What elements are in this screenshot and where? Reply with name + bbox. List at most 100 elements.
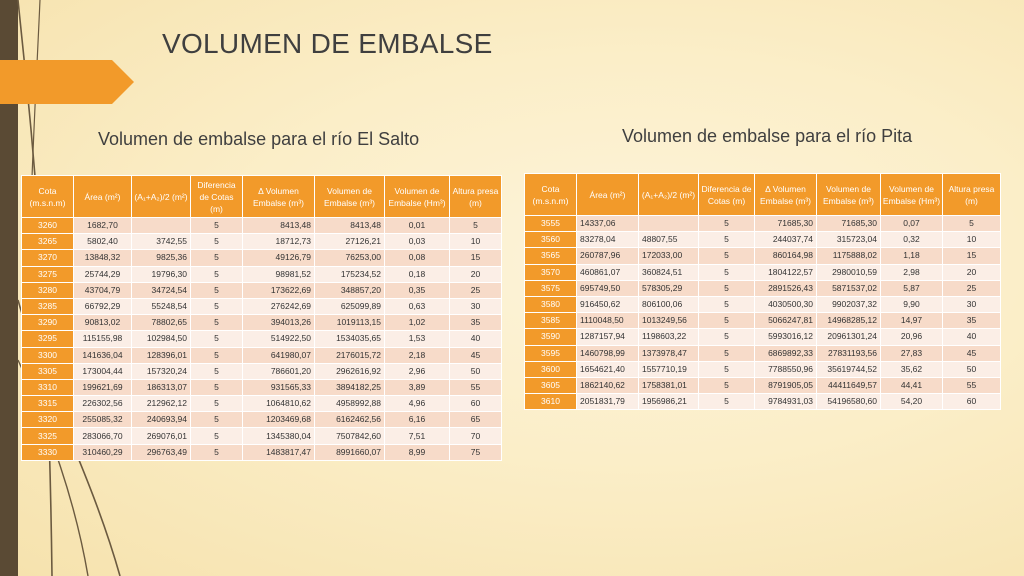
table-cell: 8413,48 [314,216,385,235]
table-cell: 44411649,57 [816,376,881,395]
table-el-salto: Cota (m.s.n.m) Área (m²) (A₁+A₂)/2 (m²) Dif… [21,175,502,461]
row-key-cell: 3575 [524,279,577,297]
table-cell: 3742,55 [131,233,191,251]
table-cell: 35 [449,314,502,332]
table-cell: 5 [190,378,243,397]
table-cell: 806100,06 [638,295,699,314]
column-header: Volumen de Embalse (Hm³) [384,175,450,218]
row-key-cell: 3295 [21,330,74,348]
table-cell [131,216,191,235]
table-cell: 5 [698,360,755,378]
table-cell: 283066,70 [73,427,132,445]
table-cell: 55 [449,378,502,397]
table-cell: 141636,04 [73,346,132,364]
table-cell: 60 [942,393,1001,411]
table-cell: 76253,00 [314,249,385,267]
table-row: 3300 141636,04 128396,01 5 641980,07 2176015,… [21,346,502,364]
table-cell: 1,02 [384,314,450,332]
table-cell: 1,53 [384,330,450,348]
column-header: Diferencia de Cotas (m) [190,175,243,218]
table-cell: 1287157,94 [576,328,639,346]
table-cell: 3894182,25 [314,378,385,397]
table-cell: 173004,44 [73,362,132,380]
table-cell: 0,07 [880,214,943,233]
table-cell: 55248,54 [131,297,191,316]
row-key-cell: 3320 [21,411,74,429]
table-cell: 695749,50 [576,279,639,297]
table-cell: 1019113,15 [314,314,385,332]
table-cell: 0,01 [384,216,450,235]
row-key-cell: 3310 [21,378,74,397]
table-cell: 8,99 [384,443,450,461]
table-cell: 255085,32 [73,411,132,429]
table-cell: 27831193,56 [816,344,881,362]
table-cell: 10 [449,233,502,251]
table-cell: 13848,32 [73,249,132,267]
table-cell: 7,51 [384,427,450,445]
row-key-cell: 3585 [524,312,577,330]
table-cell: 5 [449,216,502,235]
table-row: 3580 916450,62 806100,06 5 4030500,30 9902037… [524,295,1001,314]
column-header: Volumen de Embalse (m³) [314,175,385,218]
table-cell: 1460798,99 [576,344,639,362]
table-cell: 5066247,81 [754,312,817,330]
table-row: 3295 115155,98 102984,50 5 514922,50 1534035,… [21,330,502,348]
row-key-cell: 3565 [524,247,577,265]
column-header: (A₁+A₂)/2 (m²) [638,173,699,216]
table-cell: 315723,04 [816,231,881,249]
table-cell: 25 [942,279,1001,297]
table-row: 3315 226302,56 212962,12 5 1064810,62 4958992… [21,395,502,413]
column-header: Δ Volumen Embalse (m³) [754,173,817,216]
table-row: 3320 255085,32 240693,94 5 1203469,68 6162462… [21,411,502,429]
table-cell: 7507842,60 [314,427,385,445]
table-cell: 71685,30 [816,214,881,233]
table-cell: 48807,55 [638,231,699,249]
table-cell: 25 [449,281,502,299]
table-cell: 5 [698,295,755,314]
table-cell: 916450,62 [576,295,639,314]
table-cell: 20 [449,265,502,283]
table-cell: 1345380,04 [242,427,315,445]
table-cell: 5 [698,231,755,249]
row-key-cell: 3300 [21,346,74,364]
table-cell: 8791905,05 [754,376,817,395]
row-key-cell: 3580 [524,295,577,314]
table-row: 3330 310460,29 296763,49 5 1483817,47 8991660… [21,443,502,461]
table-cell: 0,08 [384,249,450,267]
table-cell: 5871537,02 [816,279,881,297]
table-cell: 9784931,03 [754,393,817,411]
table-row: 3595 1460798,99 1373978,47 5 6869892,33 27831… [524,344,1001,362]
table-cell: 34724,54 [131,281,191,299]
table-cell: 5 [698,312,755,330]
row-key-cell: 3570 [524,263,577,281]
table-cell: 1198603,22 [638,328,699,346]
table-cell: 514922,50 [242,330,315,348]
table-row: 3280 43704,79 34724,54 5 173622,69 348857,20 0… [21,281,502,299]
table-cell: 2,98 [880,263,943,281]
table-cell: 115155,98 [73,330,132,348]
row-key-cell: 3605 [524,376,577,395]
table-cell: 5 [190,330,243,348]
row-key-cell: 3315 [21,395,74,413]
table-cell: 5 [698,393,755,411]
table-cell: 2962616,92 [314,362,385,380]
table-cell: 90813,02 [73,314,132,332]
table-cell: 3,89 [384,378,450,397]
table-cell: 6869892,33 [754,344,817,362]
table-cell: 5 [190,346,243,364]
row-key-cell: 3305 [21,362,74,380]
column-header: Δ Volumen Embalse (m³) [242,175,315,218]
table-row: 3590 1287157,94 1198603,22 5 5993016,12 20961… [524,328,1001,346]
table-cell: 0,63 [384,297,450,316]
table-cell: 44,41 [880,376,943,395]
table-cell: 30 [942,295,1001,314]
row-key-cell: 3595 [524,344,577,362]
table-cell: 348857,20 [314,281,385,299]
table-row: 3290 90813,02 78802,65 5 394013,26 1019113,15… [21,314,502,332]
table-cell: 199621,69 [73,378,132,397]
table-cell: 5 [190,216,243,235]
table-cell: 5 [190,427,243,445]
table-cell: 1654621,40 [576,360,639,378]
table-cell: 0,18 [384,265,450,283]
table-cell: 35,62 [880,360,943,378]
